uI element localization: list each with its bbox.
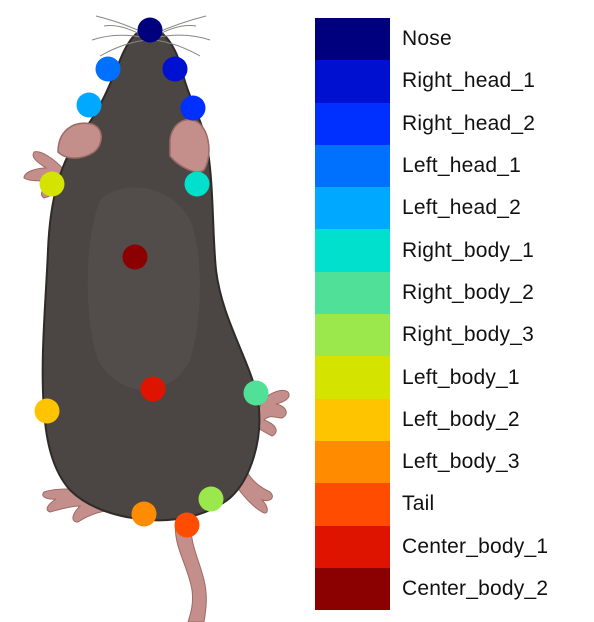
legend-label-left-body-2: Left_body_2	[402, 407, 520, 431]
keypoint-marker-right-head-1	[162, 56, 188, 82]
legend-swatch-left-body-3	[315, 440, 390, 484]
legend-row-left-body-3: Left_body_3	[315, 440, 594, 484]
keypoint-marker-left-body-3	[131, 501, 157, 527]
legend-row-right-head-2: Right_head_2	[315, 102, 594, 145]
legend-label-right-body-3: Right_body_3	[402, 323, 534, 347]
legend-label-right-head-1: Right_head_1	[402, 69, 536, 93]
legend-row-right-body-1: Right_body_1	[315, 229, 594, 272]
legend-swatch-right-head-1	[315, 60, 390, 103]
legend-row-center-body-1: Center_body_1	[315, 525, 594, 568]
left-ear	[57, 122, 102, 159]
keypoint-marker-left-head-1	[95, 56, 121, 82]
keypoint-marker-left-body-1	[39, 171, 65, 197]
legend-label-left-head-1: Left_head_1	[402, 154, 521, 178]
keypoint-marker-right-body-1	[184, 171, 210, 197]
keypoint-marker-center-body-1	[140, 376, 166, 402]
legend-label-center-body-2: Center_body_2	[402, 577, 549, 600]
legend-row-left-head-1: Left_head_1	[315, 144, 594, 188]
legend-row-left-body-2: Left_body_2	[315, 398, 594, 441]
legend-swatch-left-head-1	[315, 144, 390, 188]
legend-swatch-center-body-2	[315, 567, 390, 611]
keypoint-marker-right-body-2	[243, 380, 269, 406]
legend-label-left-body-3: Left_body_3	[402, 450, 520, 474]
mouse-body-highlight	[87, 187, 200, 390]
legend-swatch-right-head-2	[315, 102, 390, 145]
keypoint-markers	[34, 17, 269, 538]
legend-swatch-right-body-3	[315, 314, 390, 357]
legend-swatch-tail	[315, 483, 390, 526]
keypoint-marker-tail	[174, 512, 200, 538]
keypoint-marker-nose	[137, 17, 163, 43]
legend-label-right-head-2: Right_head_2	[402, 111, 536, 135]
legend-row-right-body-2: Right_body_2	[315, 271, 594, 315]
legend-row-nose: Nose	[315, 18, 594, 61]
legend-swatch-left-head-2	[315, 187, 390, 230]
legend-row-right-body-3: Right_body_3	[315, 314, 594, 357]
keypoint-marker-center-body-2	[122, 244, 148, 270]
legend-label-left-body-1: Left_body_1	[402, 365, 520, 389]
legend-row-center-body-2: Center_body_2	[315, 567, 594, 611]
legend-swatch-center-body-1	[315, 525, 390, 568]
keypoint-marker-left-head-2	[76, 92, 102, 118]
legend-swatch-right-body-1	[315, 229, 390, 272]
legend-label-tail: Tail	[402, 492, 435, 516]
legend-swatch-left-body-1	[315, 356, 390, 399]
legend-label-nose: Nose	[402, 27, 452, 51]
legend-row-left-head-2: Left_head_2	[315, 187, 594, 230]
legend-swatch-left-body-2	[315, 398, 390, 441]
mouse-tail	[174, 517, 207, 622]
legend-label-left-head-2: Left_head_2	[402, 196, 521, 220]
legend-label-right-body-2: Right_body_2	[402, 280, 534, 304]
keypoint-marker-left-body-2	[34, 398, 60, 424]
legend-row-left-body-1: Left_body_1	[315, 356, 594, 399]
legend-row-tail: Tail	[315, 483, 594, 526]
legend-label-center-body-1: Center_body_1	[402, 534, 549, 558]
legend-swatch-right-body-2	[315, 271, 390, 315]
keypoint-legend: Nose Right_head_1 Right_head_2 Left_head…	[315, 18, 594, 611]
right-ear	[169, 119, 210, 173]
legend-label-right-body-1: Right_body_1	[402, 238, 534, 262]
legend-row-right-head-1: Right_head_1	[315, 60, 594, 103]
legend-swatch-nose	[315, 18, 390, 61]
keypoint-marker-right-head-2	[180, 95, 206, 121]
keypoint-marker-right-body-3	[198, 486, 224, 512]
